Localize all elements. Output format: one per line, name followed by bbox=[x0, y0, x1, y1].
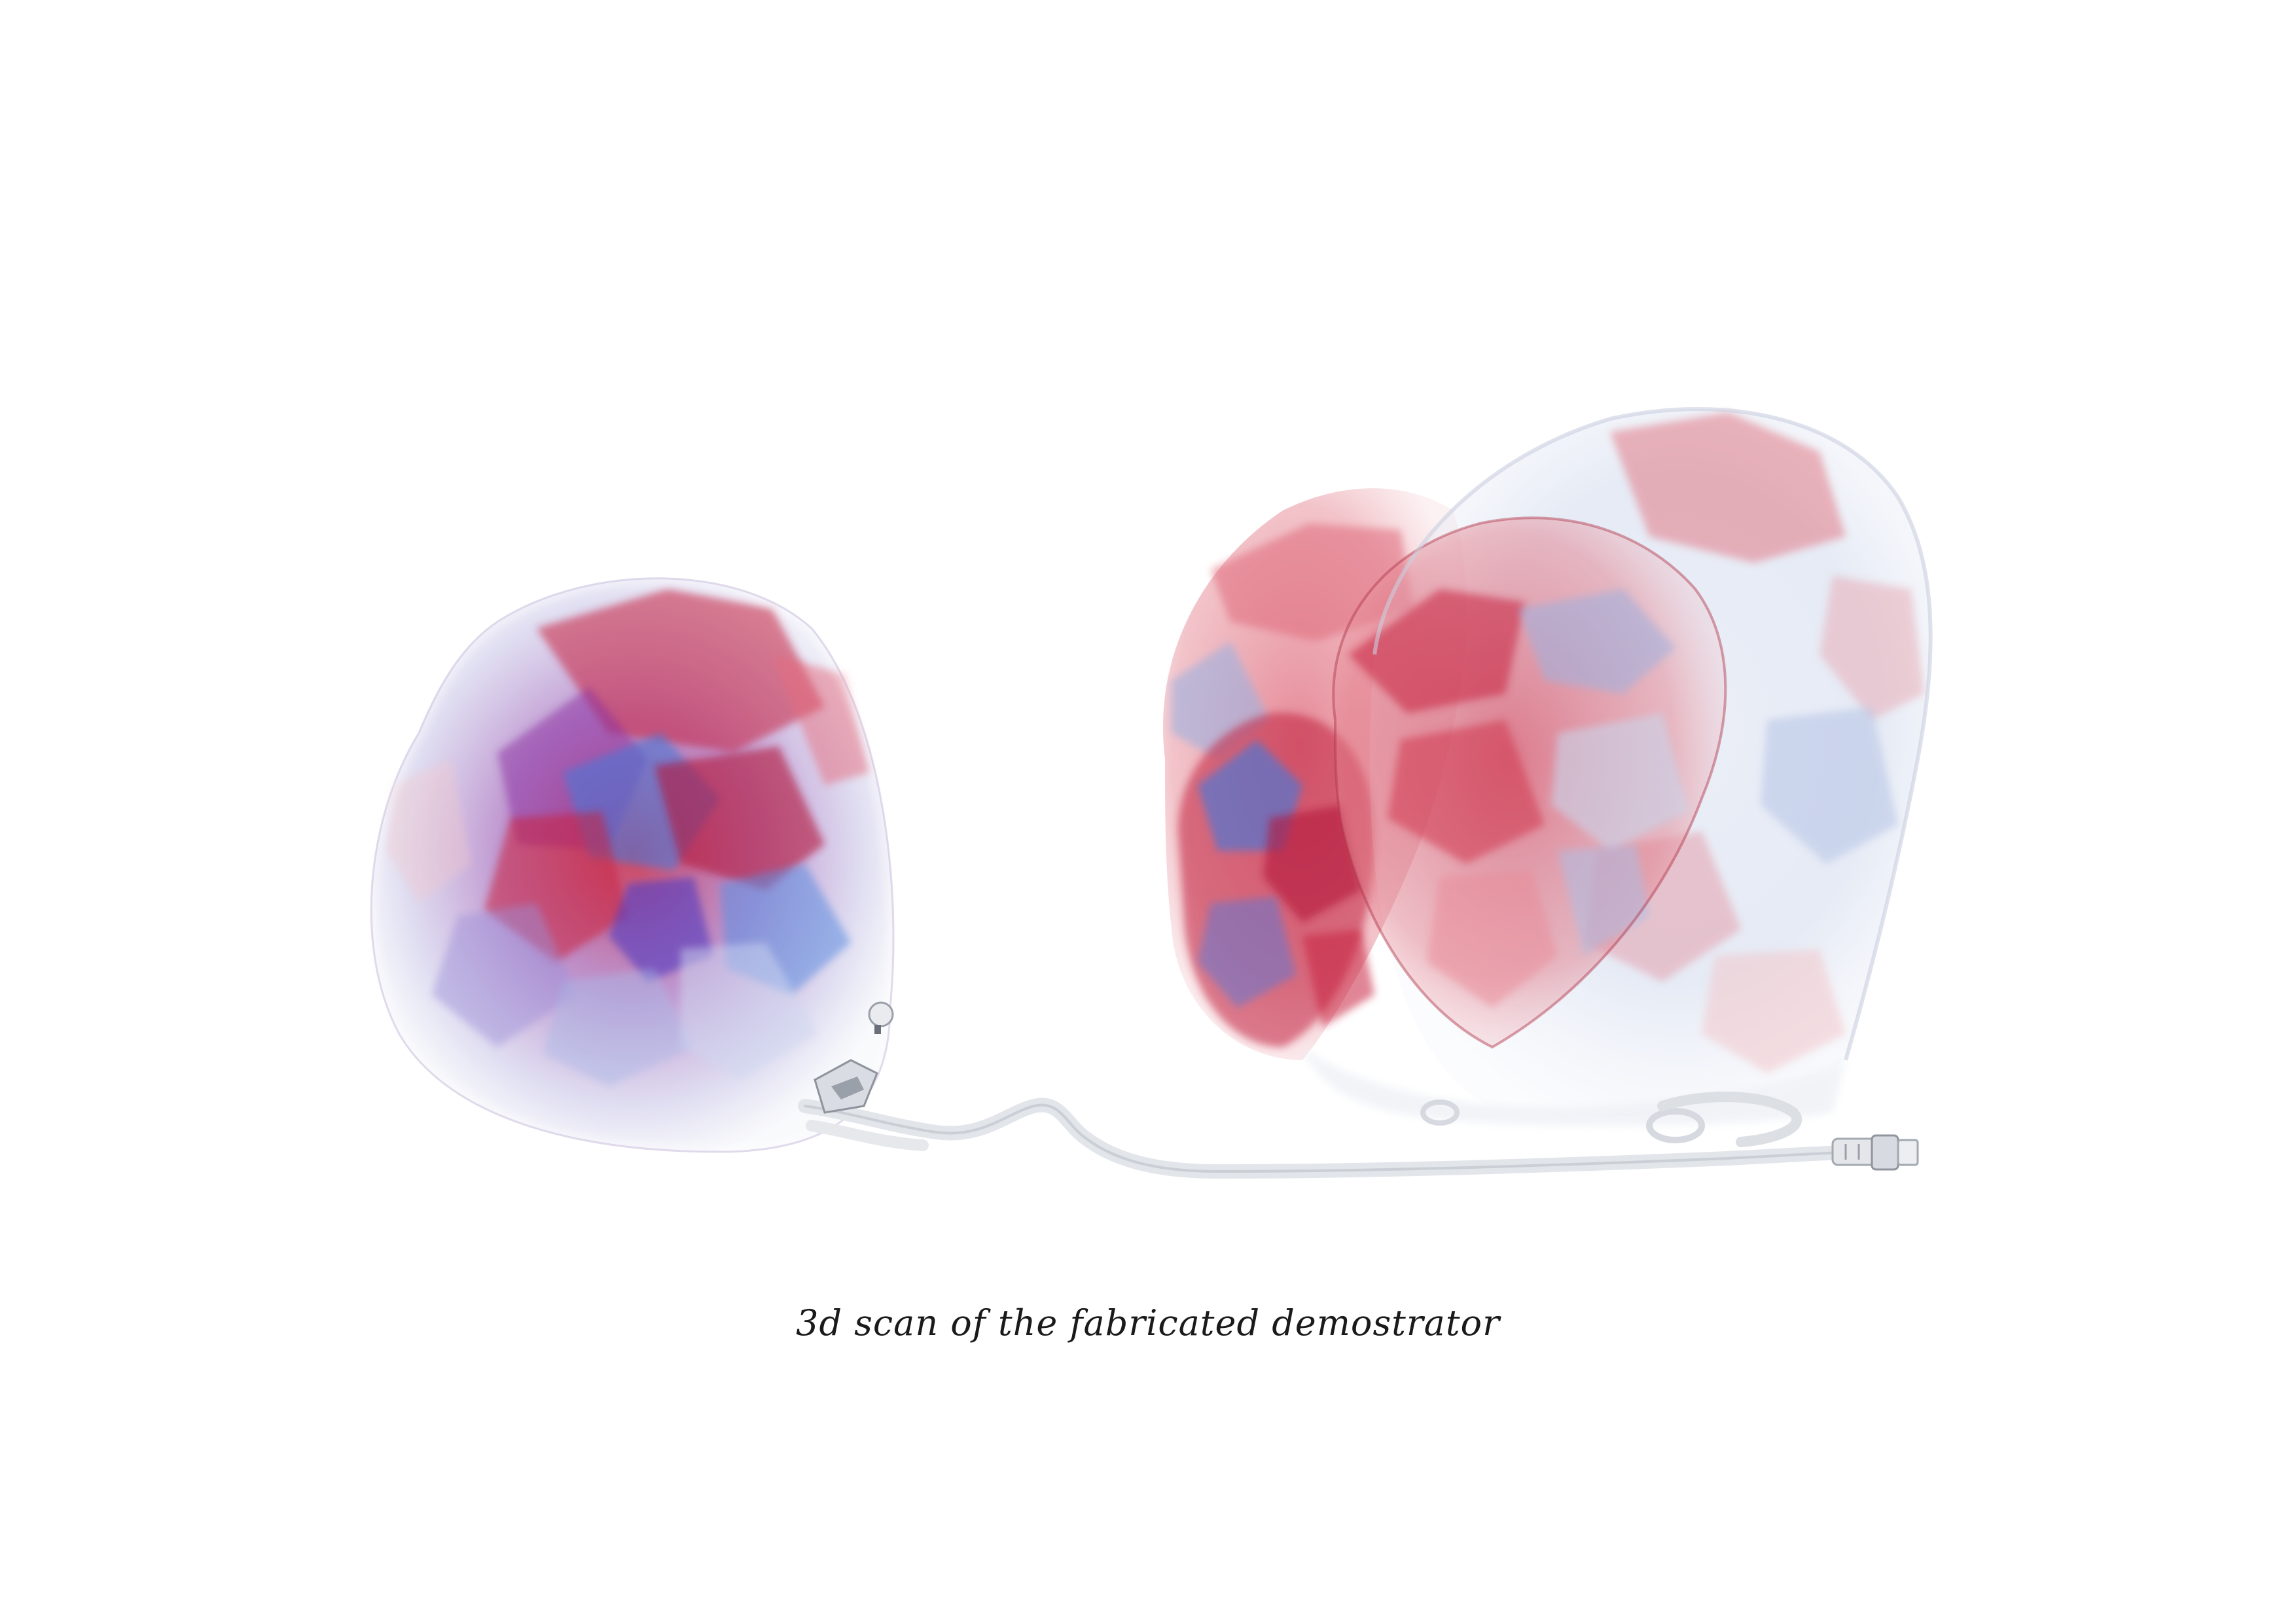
marker-sphere bbox=[868, 1001, 894, 1027]
figure-caption: 3d scan of the fabricated demostrator bbox=[796, 1302, 1500, 1344]
connecting-tube bbox=[798, 1059, 1866, 1179]
valve-connector bbox=[1831, 1134, 1919, 1171]
right-bubble-cluster bbox=[1162, 407, 1933, 1126]
left-bubble bbox=[365, 572, 899, 1158]
